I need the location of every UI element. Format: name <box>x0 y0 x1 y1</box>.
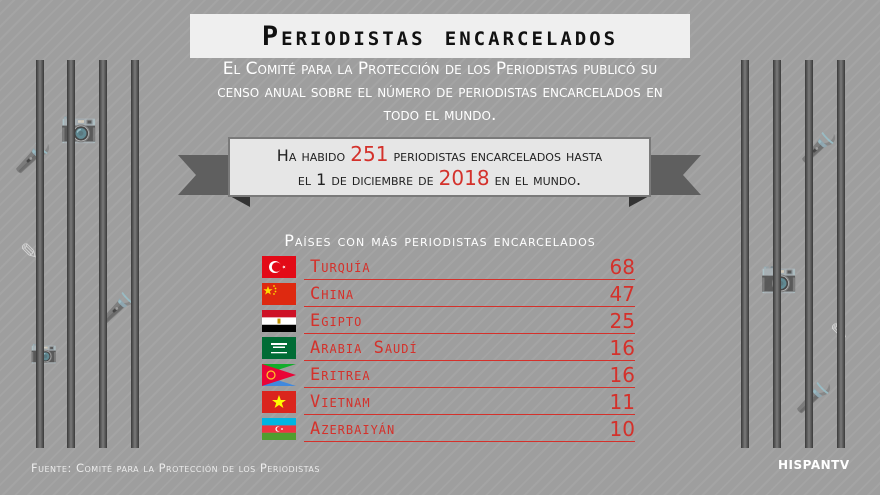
ribbon-text: periodistas encarcelados hasta <box>388 146 603 165</box>
prison-bar <box>131 60 139 448</box>
country-count: 16 <box>609 362 635 387</box>
list-title: Países con más periodistas encarcelados <box>284 231 596 250</box>
source-note: Fuente: Comité para la Protección de los… <box>31 461 320 475</box>
vietnam-flag-icon <box>262 390 296 413</box>
total-count: 251 <box>350 142 389 166</box>
ribbon-line-2: el 1 de diciembre de 2018 en el mundo. <box>298 167 581 191</box>
camera-icon: 📷 <box>60 110 98 145</box>
table-row: China 47 <box>262 280 635 307</box>
title-box: Periodistas encarcelados <box>190 14 690 58</box>
prison-bar <box>837 60 845 448</box>
prison-bar <box>67 60 75 448</box>
azerbaijan-flag-icon <box>262 417 296 440</box>
microphone-icon: 🎤 <box>14 140 52 175</box>
country-name: Vietnam <box>310 391 371 412</box>
table-row: Turquía 68 <box>262 253 635 280</box>
notebook-icon: ✎ <box>20 240 39 265</box>
prison-bar <box>773 60 781 448</box>
ribbon-text: Ha habido <box>276 146 351 165</box>
country-count: 16 <box>609 335 635 360</box>
turkey-flag-icon <box>262 255 296 278</box>
country-name: Azerbaiyán <box>310 418 396 439</box>
country-count: 10 <box>609 416 635 441</box>
prison-bar <box>36 60 44 448</box>
china-flag-icon <box>262 282 296 305</box>
ribbon-text: el 1 de diciembre de <box>297 170 439 189</box>
intro-line: todo el mundo. <box>383 105 497 125</box>
page-title: Periodistas encarcelados <box>261 20 619 52</box>
year: 2018 <box>438 166 490 190</box>
table-row: Egipto 25 <box>262 307 635 334</box>
prison-bar <box>99 60 107 448</box>
table-row: Eritrea 16 <box>262 361 635 388</box>
intro-line: El Comité para la Protección de los Peri… <box>222 59 658 79</box>
table-row: Arabia Saudí 16 <box>262 334 635 361</box>
saudi-arabia-flag-icon <box>262 336 296 359</box>
table-row: Azerbaiyán 10 <box>262 415 635 442</box>
egypt-flag-icon <box>262 309 296 332</box>
country-table: Turquía 68 China 47 Egipto 25 Arabia Sau… <box>262 253 635 442</box>
prison-bar <box>741 60 749 448</box>
country-count: 25 <box>609 308 635 333</box>
prison-bar <box>805 60 813 448</box>
country-name: Eritrea <box>310 364 371 385</box>
ribbon-text-box: Ha habido 251 periodistas encarcelados h… <box>228 137 651 197</box>
country-name: Egipto <box>310 310 363 331</box>
ribbon-text: en el mundo. <box>489 170 582 189</box>
country-name: China <box>310 283 355 304</box>
intro-text: El Comité para la Protección de los Peri… <box>150 58 730 127</box>
hispantv-logo: HISPANTV <box>778 458 850 472</box>
country-name: Turquía <box>310 256 371 277</box>
table-row: Vietnam 11 <box>262 388 635 415</box>
ribbon-line-1: Ha habido 251 periodistas encarcelados h… <box>277 143 602 167</box>
country-count: 11 <box>609 389 635 414</box>
country-name: Arabia Saudí <box>310 337 418 358</box>
microphone-icon: 🎤 <box>795 380 833 415</box>
country-count: 47 <box>609 281 635 306</box>
eritrea-flag-icon <box>262 363 296 386</box>
country-count: 68 <box>609 254 635 279</box>
intro-line: censo anual sobre el número de periodist… <box>217 82 663 102</box>
highlight-ribbon: Ha habido 251 periodistas encarcelados h… <box>178 133 701 213</box>
